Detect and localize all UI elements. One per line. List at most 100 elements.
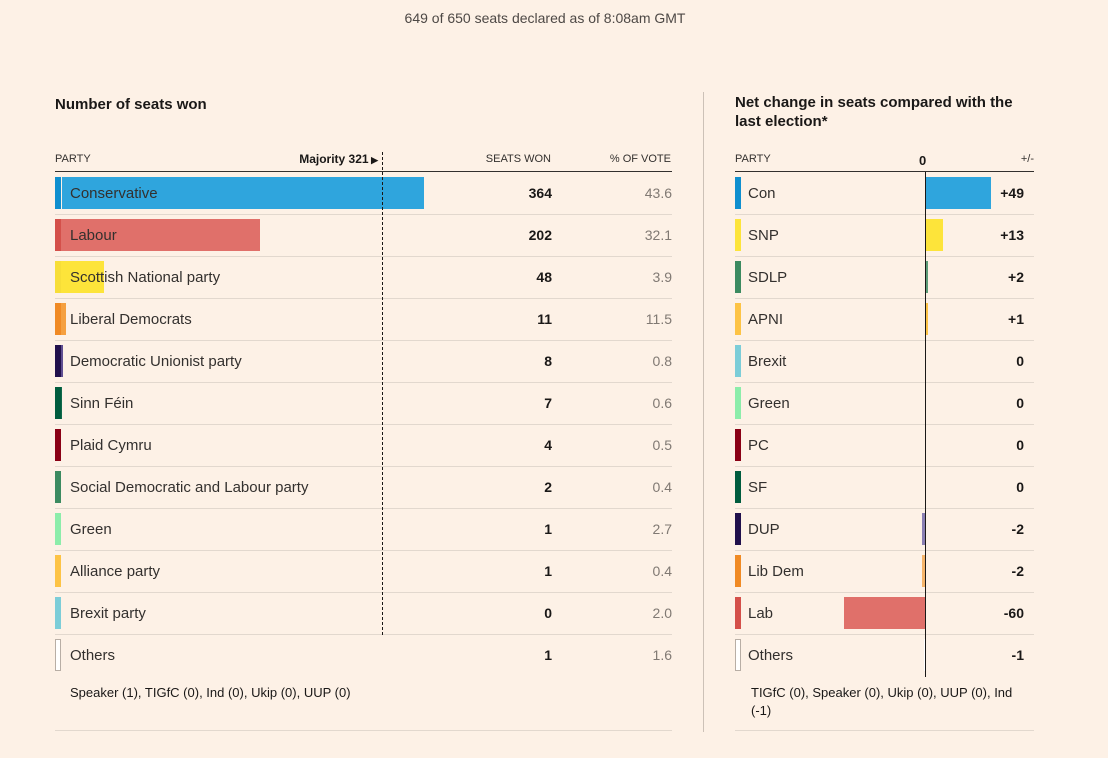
row-divider <box>55 592 672 593</box>
party-name: Alliance party <box>70 563 160 580</box>
right-header-rule <box>735 171 1034 172</box>
seats-value: 2 <box>472 479 552 495</box>
row-divider <box>55 298 672 299</box>
party-swatch <box>55 219 61 251</box>
row-divider <box>55 424 672 425</box>
row-divider <box>735 466 1034 467</box>
row-divider <box>735 298 1034 299</box>
change-value: 0 <box>954 437 1024 453</box>
vote-share-value: 0.4 <box>612 479 672 495</box>
right-party-header: PARTY <box>735 153 771 165</box>
row-divider <box>735 634 1034 635</box>
party-name: APNI <box>748 311 783 328</box>
vote-share-value: 2.0 <box>612 605 672 621</box>
change-value: -2 <box>954 563 1024 579</box>
change-bar <box>925 219 943 251</box>
change-bar <box>844 597 925 629</box>
seats-value: 202 <box>472 227 552 243</box>
party-name: Green <box>70 521 112 538</box>
vote-share-value: 3.9 <box>612 269 672 285</box>
party-name: Liberal Democrats <box>70 311 192 328</box>
vote-share-value: 0.6 <box>612 395 672 411</box>
row-divider <box>55 634 672 635</box>
party-swatch <box>55 303 61 335</box>
change-value: -60 <box>954 605 1024 621</box>
left-party-header: PARTY <box>55 153 91 165</box>
party-swatch <box>55 429 61 461</box>
party-swatch <box>735 303 741 335</box>
row-divider <box>735 508 1034 509</box>
party-swatch <box>735 597 741 629</box>
seats-value: 48 <box>472 269 552 285</box>
party-swatch <box>735 177 741 209</box>
party-name: SF <box>748 479 767 496</box>
party-name: SDLP <box>748 269 787 286</box>
party-swatch <box>55 639 61 671</box>
left-header-rule <box>55 171 672 172</box>
party-name: Lab <box>748 605 773 622</box>
row-divider <box>55 256 672 257</box>
party-swatch <box>735 471 741 503</box>
party-name: SNP <box>748 227 779 244</box>
net-change-title: Net change in seats compared with the la… <box>735 93 1013 131</box>
change-value: +1 <box>954 311 1024 327</box>
change-value: 0 <box>954 395 1024 411</box>
vote-share-value: 43.6 <box>612 185 672 201</box>
seats-value: 7 <box>472 395 552 411</box>
right-footer-rule <box>735 730 1034 731</box>
seats-won-title: Number of seats won <box>55 95 207 114</box>
vote-share-value: 2.7 <box>612 521 672 537</box>
row-divider <box>735 256 1034 257</box>
change-value: -2 <box>954 521 1024 537</box>
vote-share-header: % OF VOTE <box>590 153 671 165</box>
vote-share-value: 1.6 <box>612 647 672 663</box>
row-divider <box>735 382 1034 383</box>
panel-divider <box>703 92 704 732</box>
party-swatch <box>55 387 61 419</box>
row-divider <box>735 214 1034 215</box>
party-name: Labour <box>70 227 117 244</box>
party-swatch <box>735 429 741 461</box>
row-divider <box>55 508 672 509</box>
party-swatch <box>55 345 61 377</box>
seats-value: 11 <box>472 311 552 327</box>
vote-share-value: 0.5 <box>612 437 672 453</box>
party-name: Conservative <box>70 185 158 202</box>
seats-value: 1 <box>472 647 552 663</box>
party-swatch <box>735 555 741 587</box>
seats-value: 1 <box>472 563 552 579</box>
vote-share-value: 11.5 <box>612 311 672 327</box>
vote-share-value: 32.1 <box>612 227 672 243</box>
swatch-gap <box>61 177 62 209</box>
seats-value: 0 <box>472 605 552 621</box>
party-name: Others <box>748 647 793 664</box>
party-name: Sinn Féin <box>70 395 133 412</box>
party-name: Plaid Cymru <box>70 437 152 454</box>
row-divider <box>735 550 1034 551</box>
row-divider <box>55 340 672 341</box>
left-footnote: Speaker (1), TIGfC (0), Ind (0), Ukip (0… <box>70 684 351 702</box>
vote-share-value: 0.4 <box>612 563 672 579</box>
party-name: Lib Dem <box>748 563 804 580</box>
seats-value: 4 <box>472 437 552 453</box>
change-header: +/- <box>985 153 1034 165</box>
majority-line <box>382 152 383 635</box>
left-footer-rule <box>55 730 672 731</box>
zero-line <box>925 172 926 677</box>
right-footnote: TIGfC (0), Speaker (0), Ukip (0), UUP (0… <box>751 684 1036 720</box>
party-name: Scottish National party <box>70 269 220 286</box>
party-swatch <box>55 513 61 545</box>
row-divider <box>55 214 672 215</box>
party-name: Others <box>70 647 115 664</box>
row-divider <box>55 382 672 383</box>
vote-share-value: 0.8 <box>612 353 672 369</box>
party-swatch <box>55 471 61 503</box>
seats-value: 1 <box>472 521 552 537</box>
party-swatch <box>55 597 61 629</box>
party-swatch <box>55 261 61 293</box>
change-value: 0 <box>954 479 1024 495</box>
change-value: +13 <box>954 227 1024 243</box>
party-swatch <box>735 261 741 293</box>
row-divider <box>735 340 1034 341</box>
change-value: -1 <box>954 647 1024 663</box>
